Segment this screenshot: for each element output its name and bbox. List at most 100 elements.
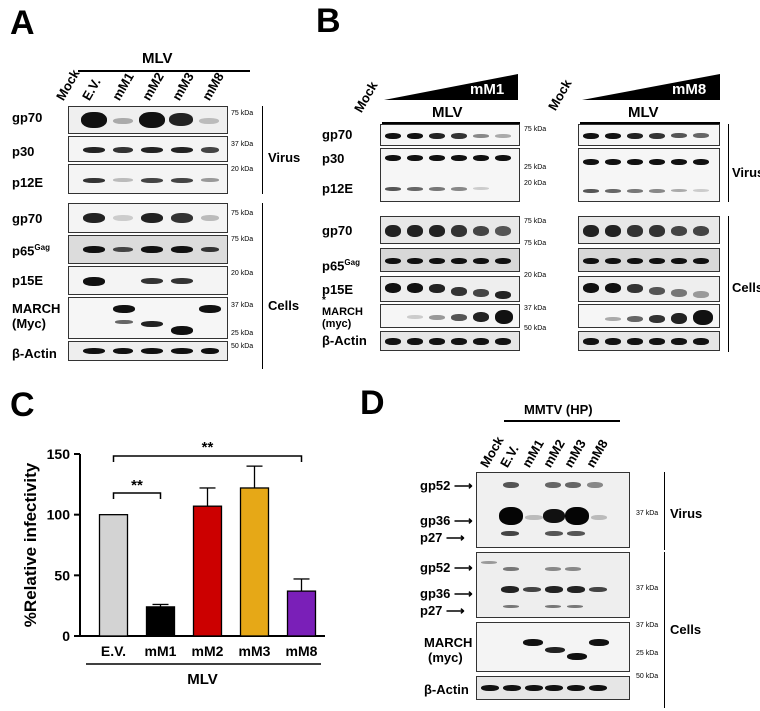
panel-d-blot-march	[476, 622, 630, 672]
panel-d-lane-mm2: mM2	[540, 436, 568, 470]
panel-d-blot-actin	[476, 676, 630, 700]
panel-a-lane-mm2: mM2	[139, 69, 167, 103]
panel-b-left-blot-p65gag	[380, 248, 520, 272]
panel-b-right-blot-p30-p12e	[578, 148, 720, 202]
panel-b-right-blot-march	[578, 304, 720, 328]
panel-a-blot-gp70-cells	[68, 203, 228, 233]
panel-b-row-march: MARCH	[322, 306, 363, 318]
panel-d-row-p27-virus: p27 ⟶	[420, 530, 465, 545]
panel-a-kda-75-3: 75 kDa	[231, 236, 254, 243]
panel-d-lane-mm3: mM3	[561, 436, 589, 470]
panel-b-cells-label: Cells	[732, 280, 760, 295]
panel-a-lane-mock: Mock	[53, 66, 83, 103]
panel-a-blot-gp70-virus	[68, 106, 228, 134]
panel-b-right-blot-actin	[578, 331, 720, 351]
panel-a-row-gp70-virus: gp70	[12, 110, 43, 125]
panel-b-left-blot-march	[380, 304, 520, 328]
panel-a-lane-mm1: mM1	[109, 69, 137, 103]
x-tick-label: mM1	[145, 643, 177, 659]
arrow-right-icon: ⟶	[453, 560, 473, 575]
panel-b-kda-75-2: 75 kDa	[524, 218, 547, 225]
panel-b-row-p15e-star: *	[322, 295, 326, 306]
panel-b-virus-bracket	[728, 124, 729, 202]
significance-marker: **	[202, 439, 214, 456]
panel-b-right-header-line	[580, 122, 720, 124]
panel-b-left-blot-gp70-cells	[380, 216, 520, 244]
panel-b-right-mock: Mock	[545, 76, 575, 113]
panel-d-row-march: MARCH	[424, 635, 473, 650]
x-tick-label: mM8	[286, 643, 318, 659]
panel-b-left-blot-p30-p12e	[380, 148, 520, 202]
panel-b-kda-75-1: 75 kDa	[524, 126, 547, 133]
panel-b-row-p30: p30	[322, 151, 345, 166]
panel-a-row-p65gag: p65Gag	[12, 243, 50, 259]
panel-d-row-gp52-cells: gp52 ⟶	[420, 560, 473, 575]
panel-d-kda-37-2: 37 kDa	[636, 585, 659, 592]
panel-a-header-line	[78, 70, 250, 72]
panel-a-kda-20-2: 20 kDa	[231, 270, 254, 277]
panel-b-left-blot-p15e	[380, 276, 520, 302]
panel-a-row-march-myc: (Myc)	[12, 316, 46, 331]
relative-infectivity-chart: 0 50 100 150 %Relative infectivity E.V. mM1 mM2…	[21, 439, 325, 688]
panel-b-virus-label: Virus	[732, 165, 760, 180]
panel-b-right-header: MLV	[628, 104, 659, 121]
panel-a-blot-march	[68, 297, 228, 339]
panel-b-right-gradient	[582, 74, 720, 100]
y-tick-label: 50	[54, 567, 70, 583]
panel-b-kda-50: 50 kDa	[524, 325, 547, 332]
panel-a-blot-p65gag	[68, 235, 228, 264]
significance-bracket	[112, 492, 162, 499]
panel-a-row-p15e: p15E	[12, 273, 44, 288]
panel-b-kda-20-1: 20 kDa	[524, 180, 547, 187]
panel-b-letter: B	[316, 2, 341, 40]
panel-d-virus-label: Virus	[670, 506, 703, 521]
panel-d-kda-37-3: 37 kDa	[636, 622, 659, 629]
panel-a-blot-p12e	[68, 164, 228, 194]
arrow-right-icon: ⟶	[446, 603, 465, 618]
panel-a-blot-p15e	[68, 266, 228, 295]
y-tick-label: 0	[62, 628, 70, 644]
panel-b-left-blot-actin	[380, 331, 520, 351]
panel-b-kda-25: 25 kDa	[524, 164, 547, 171]
panel-a-cells-bracket	[262, 203, 263, 369]
panel-a-lane-ev: E.V.	[79, 75, 104, 103]
panel-a-kda-20-1: 20 kDa	[231, 166, 254, 173]
panel-d-row-actin: β-Actin	[424, 682, 469, 697]
bar-ev	[98, 514, 129, 637]
panel-a-kda-37-2: 37 kDa	[231, 302, 254, 309]
x-tick-label: mM3	[239, 643, 271, 659]
bar-mm1	[145, 606, 176, 637]
y-tick-label: 100	[47, 507, 71, 523]
panel-a-cells-label: Cells	[268, 298, 300, 313]
panel-b-cells-bracket	[728, 216, 729, 352]
panel-d-cells-label: Cells	[670, 622, 702, 637]
panel-a-lane-mm3: mM3	[169, 69, 197, 103]
panel-a-blot-actin	[68, 341, 228, 361]
panel-a-row-gp70-cells: gp70	[12, 211, 43, 226]
panel-b-left-header-line	[382, 122, 520, 124]
panel-d-row-march-myc: (myc)	[428, 650, 463, 665]
bar-mm8	[286, 590, 317, 637]
panel-d-kda-25: 25 kDa	[636, 650, 659, 657]
x-tick-label: E.V.	[101, 643, 126, 659]
panel-a-header: MLV	[142, 50, 173, 67]
panel-d-row-gp36-cells: gp36 ⟶	[420, 586, 473, 601]
panel-b-right-gradient-label: mM8	[672, 81, 707, 98]
panel-d-kda-50: 50 kDa	[636, 673, 659, 680]
significance-marker: **	[131, 477, 143, 494]
panel-a-virus-bracket	[262, 106, 263, 194]
arrow-right-icon: ⟶	[446, 530, 465, 545]
panel-a-kda-75-2: 75 kDa	[231, 210, 254, 217]
panel-b-right-blot-p15e	[578, 276, 720, 302]
panel-a-kda-75-1: 75 kDa	[231, 110, 254, 117]
panel-d-row-p27-cells: p27 ⟶	[420, 603, 465, 618]
panel-b-row-gp70-cells: gp70	[322, 223, 353, 238]
panel-a-kda-37-1: 37 kDa	[231, 141, 254, 148]
significance-bracket	[112, 455, 303, 462]
panel-d-header-line	[504, 420, 620, 422]
arrow-right-icon: ⟶	[453, 513, 473, 528]
panel-a-row-actin: β-Actin	[12, 346, 57, 361]
panel-b-kda-20-2: 20 kDa	[524, 272, 547, 279]
panel-b-row-actin: β-Actin	[322, 333, 367, 348]
panel-b-left-mock: Mock	[351, 78, 381, 115]
